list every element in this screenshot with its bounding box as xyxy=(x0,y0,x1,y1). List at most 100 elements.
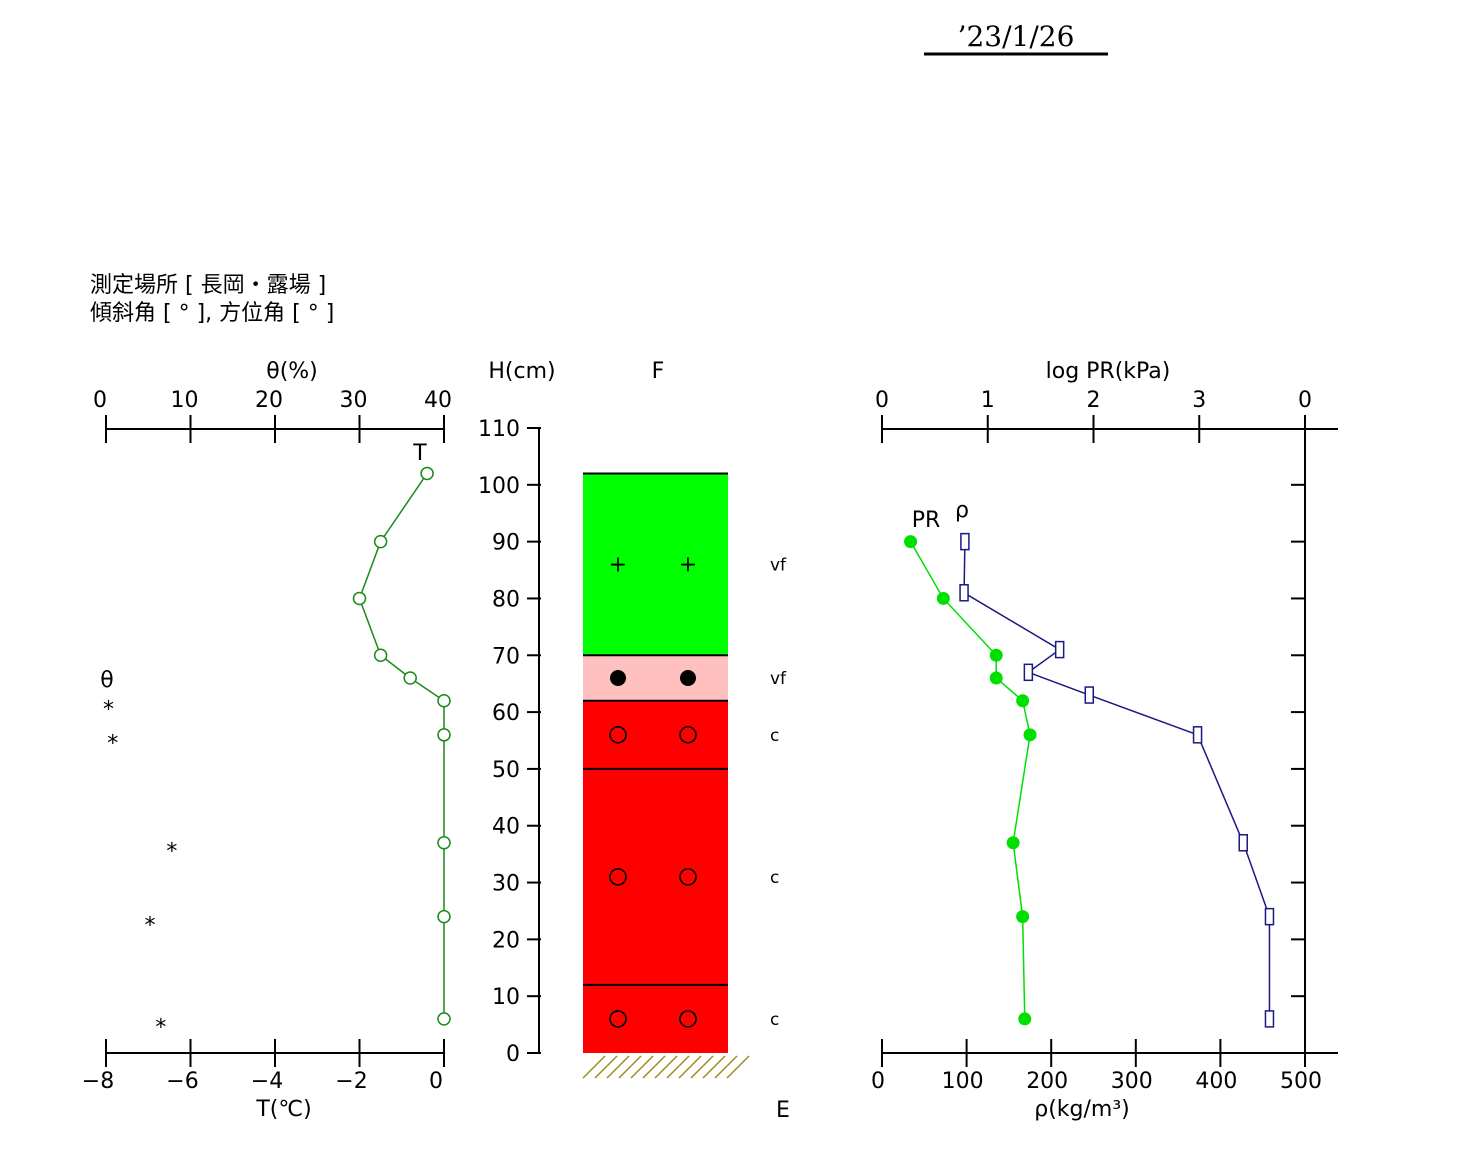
temperature-point xyxy=(373,648,388,663)
pr-line xyxy=(909,541,1031,1019)
height-tick-label: 100 xyxy=(478,474,520,499)
height-axis: 0 10 20 30 40 50 60 70 80 90 100 110 xyxy=(478,417,541,1067)
grain-size-label: vf xyxy=(770,555,787,575)
density-point xyxy=(1264,907,1275,926)
height-tick-label: 110 xyxy=(478,417,520,442)
moisture-tick-label: 30 xyxy=(340,388,368,413)
density-point xyxy=(1264,1010,1275,1028)
pr-tick-label: 0 xyxy=(1298,388,1312,413)
stratigraphy-layer xyxy=(583,768,728,985)
temperature-point xyxy=(352,591,367,606)
temperature-line xyxy=(358,473,445,1019)
hatch-line xyxy=(582,1055,606,1079)
moisture-point: * xyxy=(103,697,114,722)
grain-symbol xyxy=(610,670,626,686)
height-tick-label: 60 xyxy=(492,701,520,726)
pr-point xyxy=(989,648,1003,662)
grain-symbol: + xyxy=(609,552,627,577)
temperature-tick-label: 0 xyxy=(429,1069,443,1094)
hatch-line xyxy=(666,1055,690,1079)
moisture-tick-label: 10 xyxy=(171,388,199,413)
density-axis-label: ρ(kg/m³) xyxy=(1034,1097,1130,1122)
pr-point xyxy=(1023,728,1037,742)
moisture-point: * xyxy=(144,913,155,938)
hatch-line xyxy=(702,1055,726,1079)
height-tick-label: 80 xyxy=(492,587,520,612)
density-line xyxy=(963,541,1271,1019)
height-axis-label: H(cm) xyxy=(488,359,555,384)
height-tick-label: 10 xyxy=(492,985,520,1010)
grain-size-label: c xyxy=(770,868,779,888)
height-tick-label: 20 xyxy=(492,928,520,953)
hatch-line xyxy=(714,1055,738,1079)
hatch-line xyxy=(630,1055,654,1079)
moisture-series: * * * * * xyxy=(103,697,177,1040)
site-label: 測定場所 [ 長岡・露場 ] xyxy=(90,273,326,298)
height-tick-label: 50 xyxy=(492,758,520,783)
grain-symbol: + xyxy=(679,552,697,577)
hatch-line xyxy=(594,1055,618,1079)
stratigraphy-layer xyxy=(583,473,728,656)
grain-size-label: c xyxy=(770,1010,779,1030)
pr-point xyxy=(1006,836,1020,850)
height-tick-label: 40 xyxy=(492,815,520,840)
moisture-point: * xyxy=(166,839,177,864)
pr-series xyxy=(904,535,1037,1026)
stratigraphy-layer xyxy=(583,984,728,1053)
pr-tick-label: 0 xyxy=(875,388,889,413)
pr-tick-label: 2 xyxy=(1087,388,1101,413)
hatch-line xyxy=(654,1055,678,1079)
temperature-series xyxy=(352,466,451,1026)
temperature-point xyxy=(373,534,388,549)
density-point xyxy=(1238,834,1248,852)
pr-tick-label: 1 xyxy=(981,388,995,413)
temperature-point xyxy=(420,466,434,481)
moisture-axis-label: θ(%) xyxy=(266,359,318,384)
grain-symbol xyxy=(609,868,627,886)
density-point xyxy=(1054,640,1065,659)
temperature-point xyxy=(437,836,451,850)
density-point xyxy=(959,584,969,602)
moisture-tick-label: 0 xyxy=(93,388,107,413)
hatch-line xyxy=(618,1055,642,1079)
density-point xyxy=(960,532,970,551)
stratigraphy-layer xyxy=(583,700,728,769)
pr-axis-label: log PR(kPa) xyxy=(1046,359,1171,384)
hatch-line xyxy=(726,1055,750,1079)
temperature-point xyxy=(437,728,451,742)
moisture-series-label: θ xyxy=(100,668,113,693)
pr-point xyxy=(936,591,950,605)
height-tick-label: 30 xyxy=(492,872,520,897)
moisture-tick-label: 20 xyxy=(255,388,283,413)
density-tick-label: 0 xyxy=(871,1069,885,1094)
stratigraphy-layer xyxy=(583,655,728,701)
moisture-point: * xyxy=(107,732,118,757)
pr-series-label: PR xyxy=(912,508,941,533)
grain-size-label: vf xyxy=(770,669,787,689)
ground-label: E xyxy=(776,1098,790,1123)
density-series-label: ρ xyxy=(955,498,969,523)
density-axis: 0 100 200 300 400 500 xyxy=(871,1039,1338,1094)
height-tick-label: 90 xyxy=(492,531,520,556)
ground-hatch xyxy=(582,1055,750,1079)
density-tick-label: 300 xyxy=(1111,1069,1153,1094)
stratigraphy-column: + + vf vf c c c xyxy=(583,472,787,1053)
hatch-line xyxy=(690,1055,714,1079)
pr-point xyxy=(1016,694,1030,708)
observation-date: ’23/1/26 xyxy=(958,20,1075,53)
grain-size-label: c xyxy=(770,726,779,746)
stratigraphy-label: F xyxy=(652,359,665,384)
density-tick-label: 500 xyxy=(1280,1069,1322,1094)
hatch-line xyxy=(606,1055,630,1079)
pr-axis: 0 1 2 3 0 xyxy=(875,388,1338,443)
density-point xyxy=(1084,686,1095,704)
temperature-point xyxy=(437,1012,451,1026)
temperature-axis-label: T(℃) xyxy=(255,1097,311,1122)
grain-symbol xyxy=(609,726,627,744)
temperature-tick-label: −8 xyxy=(82,1069,114,1094)
height-tick-label: 70 xyxy=(492,644,520,669)
pr-point xyxy=(989,671,1003,685)
pr-tick-label: 3 xyxy=(1192,388,1206,413)
density-point xyxy=(1192,726,1203,744)
hatch-line xyxy=(642,1055,666,1079)
